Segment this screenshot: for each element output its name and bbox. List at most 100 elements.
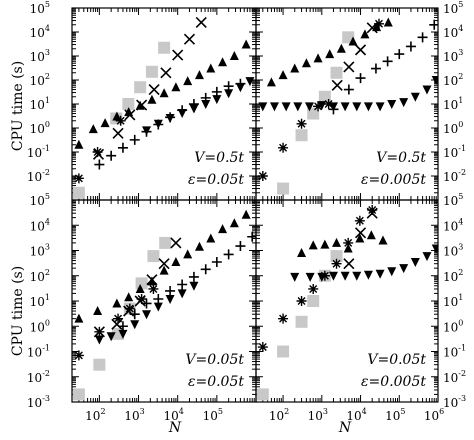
ticks-bottom-right [255,199,439,403]
point-square [145,65,158,78]
point-triangle-up [241,39,251,49]
point-triangle-down [153,119,163,129]
point-plus [153,294,164,305]
point-triangle-up [147,94,157,104]
point-triangle-down [130,320,140,330]
point-triangle-up [320,239,330,249]
point-plus [382,56,393,67]
point-plus [94,159,105,170]
point-square [277,345,290,358]
point-triangle-down [189,281,199,291]
point-asterisk [296,118,307,129]
point-triangle-up [124,292,134,302]
point-triangle-down [387,267,397,277]
y-tick-label-right: 101 [443,96,463,112]
point-plus [106,150,117,161]
point-triangle-up [229,51,239,60]
x-axis-label-right: N [338,420,352,436]
point-cross [158,258,170,270]
point-triangle-down [422,252,432,262]
point-triangle-up [218,224,228,234]
series-asterisk [257,205,378,353]
y-tick-label-right: 101 [443,293,463,309]
panels: V=0.5t ε=0.05t V=0.5t ε=0.005t V=0.05t ε=0.05… [71,7,439,403]
point-square [135,277,148,290]
y-tick-label-right: 105 [443,192,463,208]
x-tick-label: 103 [124,407,144,423]
point-triangle-up [135,100,145,110]
point-triangle-down [281,102,291,112]
annotation-epsilon: ε=0.005t [361,374,426,390]
point-triangle-down [410,92,420,102]
ticks-top-left [71,7,257,201]
y-tick-label-left: 105 [30,192,50,208]
y-tick-label-right: 104 [443,217,463,233]
point-square [330,250,343,263]
point-asterisk [124,303,135,314]
y-tick-label-left: 102 [30,72,50,88]
point-square [307,107,320,120]
y-tick-label-left: 101 [30,293,50,309]
ticks-top-right [255,7,439,201]
point-asterisk [367,205,378,216]
point-triangle-up [159,88,169,98]
data-bottom-right [256,205,438,401]
series-triangle-up [266,17,393,87]
point-triangle-up [313,53,323,63]
point-asterisk [308,283,319,294]
point-triangle-down [142,126,152,136]
point-plus [211,257,222,268]
y-tick-label-right: 100 [443,318,463,334]
x-tick-label: 103 [308,407,328,423]
point-triangle-up [124,107,134,117]
point-triangle-down [352,271,362,281]
panel-bottom-left: V=0.05t ε=0.05t [71,199,257,403]
point-triangle-up [100,118,110,128]
series-triangle-up [74,39,251,149]
annotation-epsilon: ε=0.05t [188,172,244,188]
point-triangle-down [387,100,397,109]
data-top-left [72,16,255,199]
point-triangle-down [269,102,279,112]
x-tick-label: 105 [385,407,405,423]
point-cross [354,44,367,56]
point-square [159,236,172,249]
series-asterisk [73,115,126,184]
point-triangle-up [183,249,193,259]
y-tick-label-left: 100 [30,120,50,136]
point-triangle-down [189,104,199,114]
point-square [122,98,135,110]
point-triangle-down [165,114,175,124]
point-triangle-down [212,95,222,105]
point-triangle-down [375,269,385,279]
y-tick-label-left: 104 [30,217,50,233]
point-triangle-up [266,77,276,87]
y-tick-label-left: 10-2 [27,369,50,385]
y-tick-label-left: 10-3 [27,394,50,410]
point-plus [200,264,211,275]
point-asterisk [257,171,268,181]
point-triangle-up [378,235,388,245]
point-plus [405,41,416,52]
data-top-right [257,17,438,195]
point-asterisk [331,258,342,269]
point-triangle-down [245,77,255,87]
point-square [307,295,320,307]
series-square [277,31,355,195]
y-tick-label-right: 105 [443,0,463,16]
y-tick-label-left: 103 [30,243,50,259]
point-square [277,182,290,195]
point-plus [129,134,140,145]
point-cross [343,258,355,270]
point-triangle-up [278,70,288,80]
point-triangle-up [135,283,145,293]
point-triangle-up [171,82,181,92]
point-square [134,81,147,94]
series-asterisk [257,18,385,181]
series-asterisk [73,283,159,361]
point-triangle-up [159,265,169,275]
point-triangle-up [218,57,228,67]
annotation-v: V=0.5t [376,150,426,166]
panel-frame [255,199,439,403]
point-triangle-down [352,102,362,112]
